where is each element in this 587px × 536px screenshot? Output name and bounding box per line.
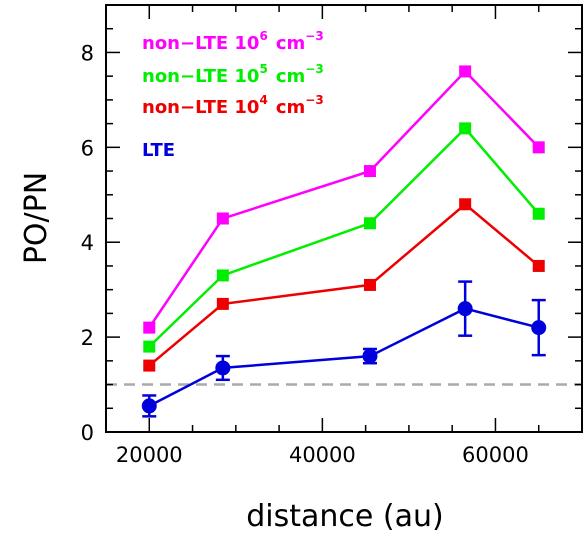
data-point	[143, 359, 156, 372]
y-axis-title: PO/PN	[19, 172, 54, 264]
series-group	[141, 65, 547, 418]
x-axis-title: distance (au)	[246, 499, 443, 534]
legend-unit-exponent: −3	[305, 29, 323, 43]
data-point	[532, 207, 545, 220]
legend-text: non−LTE 10	[142, 97, 259, 118]
legend-exponent: 4	[259, 93, 267, 107]
y-tick-label: 8	[81, 41, 94, 65]
data-point	[363, 278, 376, 291]
legend-unit: cm	[276, 97, 305, 118]
legend-entry-0: non−LTE 106 cm−3	[142, 29, 324, 54]
legend-entry-3: LTE	[142, 140, 175, 161]
data-point	[216, 212, 229, 225]
legend-unit-exponent: −3	[305, 62, 323, 76]
data-point	[459, 122, 472, 135]
y-tick-label: 2	[81, 326, 94, 350]
data-point	[459, 198, 472, 211]
y-tick-label: 4	[81, 231, 94, 255]
series-3	[141, 280, 547, 418]
data-point	[363, 165, 376, 178]
series-2	[143, 198, 545, 372]
data-point	[362, 348, 378, 364]
plot-background	[106, 5, 582, 432]
series-1	[143, 122, 545, 353]
legend-text: non−LTE 10	[142, 33, 259, 54]
data-point	[141, 398, 157, 414]
legend-entry-1: non−LTE 105 cm−3	[142, 62, 324, 87]
data-point	[143, 321, 156, 334]
data-point	[215, 360, 231, 376]
data-point	[457, 301, 473, 317]
legend-unit-exponent: −3	[305, 93, 323, 107]
plot-area	[106, 5, 582, 432]
x-tick-label: 60000	[462, 443, 529, 467]
data-point	[363, 217, 376, 230]
legend-text: non−LTE 10	[142, 66, 259, 87]
data-point	[532, 141, 545, 154]
legend-entry-2: non−LTE 104 cm−3	[142, 93, 324, 118]
y-tick-label: 6	[81, 136, 94, 160]
legend-text: LTE	[142, 140, 175, 161]
data-point	[216, 269, 229, 282]
data-point	[459, 65, 472, 78]
legend-unit: cm	[276, 33, 305, 54]
series-0	[143, 65, 545, 334]
axes: 20000 40000 60000 0 2 4 6 8	[81, 4, 583, 467]
legend-unit: cm	[276, 66, 305, 87]
legend-exponent: 6	[259, 29, 267, 43]
data-point	[216, 297, 229, 310]
data-point	[532, 259, 545, 272]
x-tick-label: 20000	[116, 443, 183, 467]
data-point	[143, 340, 156, 353]
legend-exponent: 5	[259, 62, 267, 76]
x-tick-label: 40000	[289, 443, 356, 467]
data-point	[531, 320, 547, 336]
y-tick-label: 0	[81, 421, 94, 445]
